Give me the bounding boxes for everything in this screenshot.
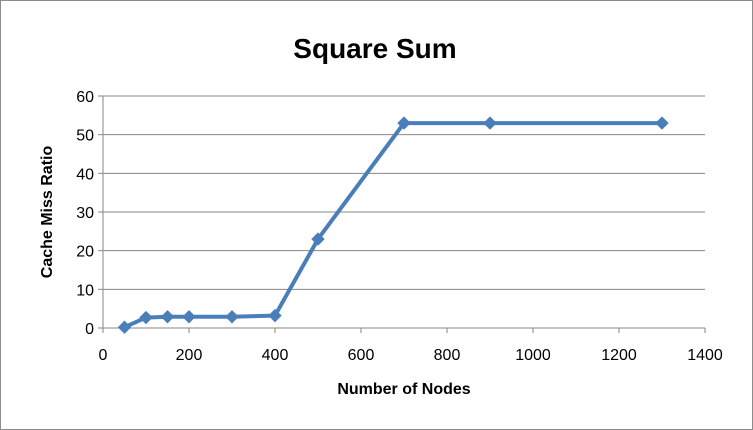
data-point-marker (311, 232, 325, 246)
x-tick-label: 1200 (601, 347, 637, 364)
y-tick-label: 30 (76, 205, 94, 222)
y-tick-label: 0 (85, 321, 94, 338)
data-point-marker (160, 310, 175, 324)
x-tick-label: 0 (99, 347, 108, 364)
gridlines (103, 95, 705, 290)
y-axis-label: Cache Miss Ratio (39, 146, 56, 279)
x-tick-label: 1400 (687, 347, 723, 364)
y-tick-label: 50 (76, 128, 94, 145)
y-tick-labels: 0 10 20 30 40 50 60 (76, 89, 94, 338)
data-point-marker (117, 320, 132, 334)
data-point-marker (139, 310, 153, 325)
x-tick-label: 400 (262, 347, 289, 364)
x-tick-label: 600 (348, 347, 375, 364)
x-tick-label: 200 (176, 347, 203, 364)
data-point-marker (397, 116, 411, 130)
x-tick-label: 1000 (515, 347, 551, 364)
series-group (117, 116, 669, 334)
y-tick-label: 40 (76, 166, 94, 183)
data-point-marker (225, 310, 239, 324)
y-tick-label: 10 (76, 282, 94, 299)
data-point-marker (182, 310, 196, 324)
data-point-marker (483, 116, 497, 130)
x-tick-labels: 0 200 400 600 800 1000 1200 1400 (99, 347, 723, 364)
series-line (123, 121, 662, 330)
x-tick-label: 800 (434, 347, 461, 364)
y-tick-label: 20 (76, 244, 94, 261)
axes (98, 95, 706, 333)
y-tick-label: 60 (76, 89, 94, 106)
chart-title: Square Sum (293, 33, 456, 64)
data-point-marker (655, 116, 669, 130)
x-axis-label: Number of Nodes (337, 381, 470, 398)
data-point-marker (268, 308, 282, 323)
